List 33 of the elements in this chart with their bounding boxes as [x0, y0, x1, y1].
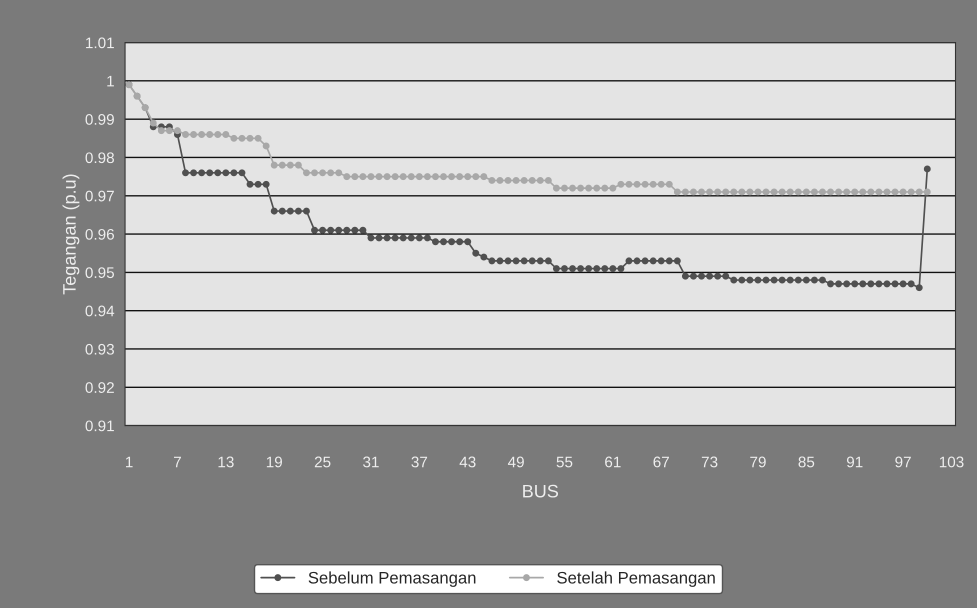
legend-label: Setelah Pemasangan: [557, 571, 715, 587]
x-tick-label: 79: [750, 456, 766, 468]
y-tick-label: 0.94: [86, 306, 114, 316]
x-tick-label: 7: [174, 456, 181, 468]
y-tick-label: 0.96: [86, 228, 114, 240]
y-tick-label: 0.97: [86, 190, 114, 202]
x-tick-label: 73: [702, 456, 718, 468]
x-tick-label: 55: [556, 456, 572, 468]
x-tick-label: 85: [798, 456, 814, 468]
y-tick-label: 0.95: [86, 267, 114, 278]
x-tick-label: 103: [940, 456, 964, 468]
y-tick-label: 0.92: [86, 382, 114, 393]
y-tick-label: 0.99: [86, 114, 114, 125]
x-tick-label: 49: [508, 456, 524, 468]
y-tick-label: 1.01: [86, 37, 114, 48]
x-tick-label: 31: [363, 456, 379, 468]
y-tick-label: 1: [107, 76, 114, 86]
legend-label: Sebelum Pemasangan: [308, 571, 476, 587]
x-tick-label: 19: [266, 456, 282, 468]
x-tick-label: 1: [126, 456, 133, 468]
y-tick-label: 0.93: [86, 344, 114, 355]
x-tick-label: 97: [895, 456, 911, 468]
y-tick-label: 0.91: [86, 420, 114, 432]
x-tick-label: 43: [460, 456, 476, 468]
x-tick-label: 91: [846, 456, 862, 468]
y-tick-label: 0.98: [86, 152, 114, 164]
x-axis-title: BUS: [523, 484, 558, 498]
x-tick-label: 61: [605, 456, 621, 468]
x-tick-label: 37: [411, 456, 428, 468]
x-tick-label: 13: [218, 456, 234, 468]
x-tick-label: 67: [654, 456, 669, 468]
y-axis-title: Tegangan (p.u): [62, 174, 80, 294]
x-tick-label: 25: [314, 456, 330, 468]
